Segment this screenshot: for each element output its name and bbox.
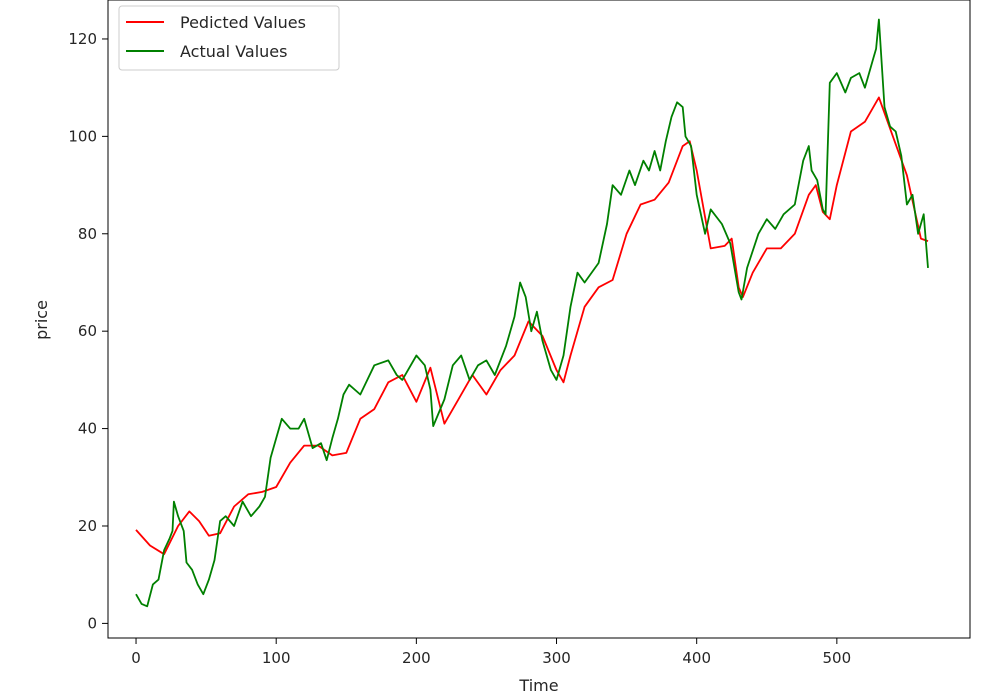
- legend-label-predicted: Pedicted Values: [180, 13, 306, 32]
- series-layer: [135, 18, 929, 608]
- y-tick-label: 40: [78, 420, 97, 438]
- y-tick-label: 20: [78, 517, 97, 535]
- series-line-1: [135, 18, 929, 608]
- x-axis: 0 100 200 300 400 500: [131, 638, 851, 667]
- legend-label-actual: Actual Values: [180, 42, 287, 61]
- y-axis-label: price: [32, 300, 51, 340]
- x-axis-label: Time: [518, 676, 558, 694]
- series-line-0: [135, 96, 929, 556]
- y-axis: 0 20 40 60 80 100 120: [68, 30, 108, 632]
- x-tick-label: 200: [402, 649, 431, 667]
- y-tick-label: 0: [87, 614, 97, 632]
- x-tick-label: 400: [682, 649, 711, 667]
- plot-frame: [107, 0, 971, 639]
- y-tick-label: 100: [68, 127, 97, 145]
- y-tick-label: 80: [78, 225, 97, 243]
- y-tick-label: 60: [78, 322, 97, 340]
- legend: Pedicted Values Actual Values: [118, 5, 340, 71]
- x-tick-label: 300: [542, 649, 571, 667]
- y-tick-label: 120: [68, 30, 97, 48]
- x-tick-label: 0: [131, 649, 141, 667]
- legend-box: [118, 5, 340, 71]
- x-tick-label: 500: [823, 649, 852, 667]
- x-tick-label: 100: [262, 649, 291, 667]
